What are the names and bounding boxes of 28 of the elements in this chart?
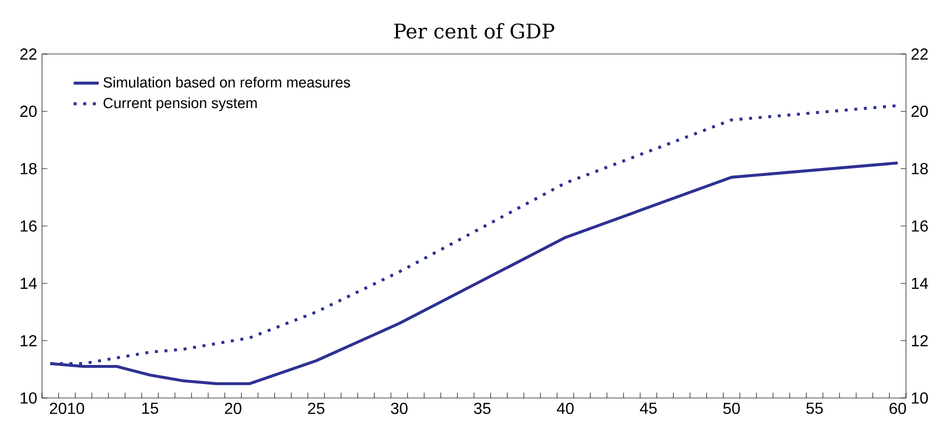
x-tick-label: 60 (890, 402, 906, 414)
y2-tick-label: 18 (912, 163, 928, 174)
legend-label: Current pension system (104, 97, 257, 112)
x-tick-label: 45 (640, 402, 657, 414)
x-tick-label: 30 (390, 402, 408, 414)
y2-tick-label: 12 (912, 335, 928, 346)
y-tick-label: 10 (20, 392, 37, 404)
y-tick-label: 18 (20, 163, 37, 174)
y-tick-label: 12 (20, 335, 36, 346)
x-tick-label: 2010 (50, 402, 84, 414)
x-tick-label: 25 (308, 402, 324, 414)
x-tick-label: 15 (142, 402, 158, 414)
y2-tick-label: 22 (912, 48, 928, 60)
x-tick-label: 20 (224, 402, 242, 414)
x-tick-label: 55 (806, 402, 823, 414)
x-tick-label: 40 (556, 402, 574, 414)
chart-title: Per cent of GDP (394, 23, 554, 39)
y2-tick-label: 16 (912, 220, 928, 232)
legend-label: Simulation based on reform measures (103, 76, 350, 88)
y-tick-label: 20 (20, 106, 37, 117)
x-tick-label: 50 (723, 402, 740, 414)
x-tick-label: 35 (474, 402, 491, 414)
y2-tick-label: 10 (912, 392, 928, 404)
y-tick-label: 22 (20, 48, 36, 60)
y-tick-label: 14 (20, 278, 37, 289)
y-tick-label: 16 (20, 220, 37, 232)
y2-tick-label: 14 (912, 278, 928, 289)
y2-tick-label: 20 (912, 106, 928, 117)
